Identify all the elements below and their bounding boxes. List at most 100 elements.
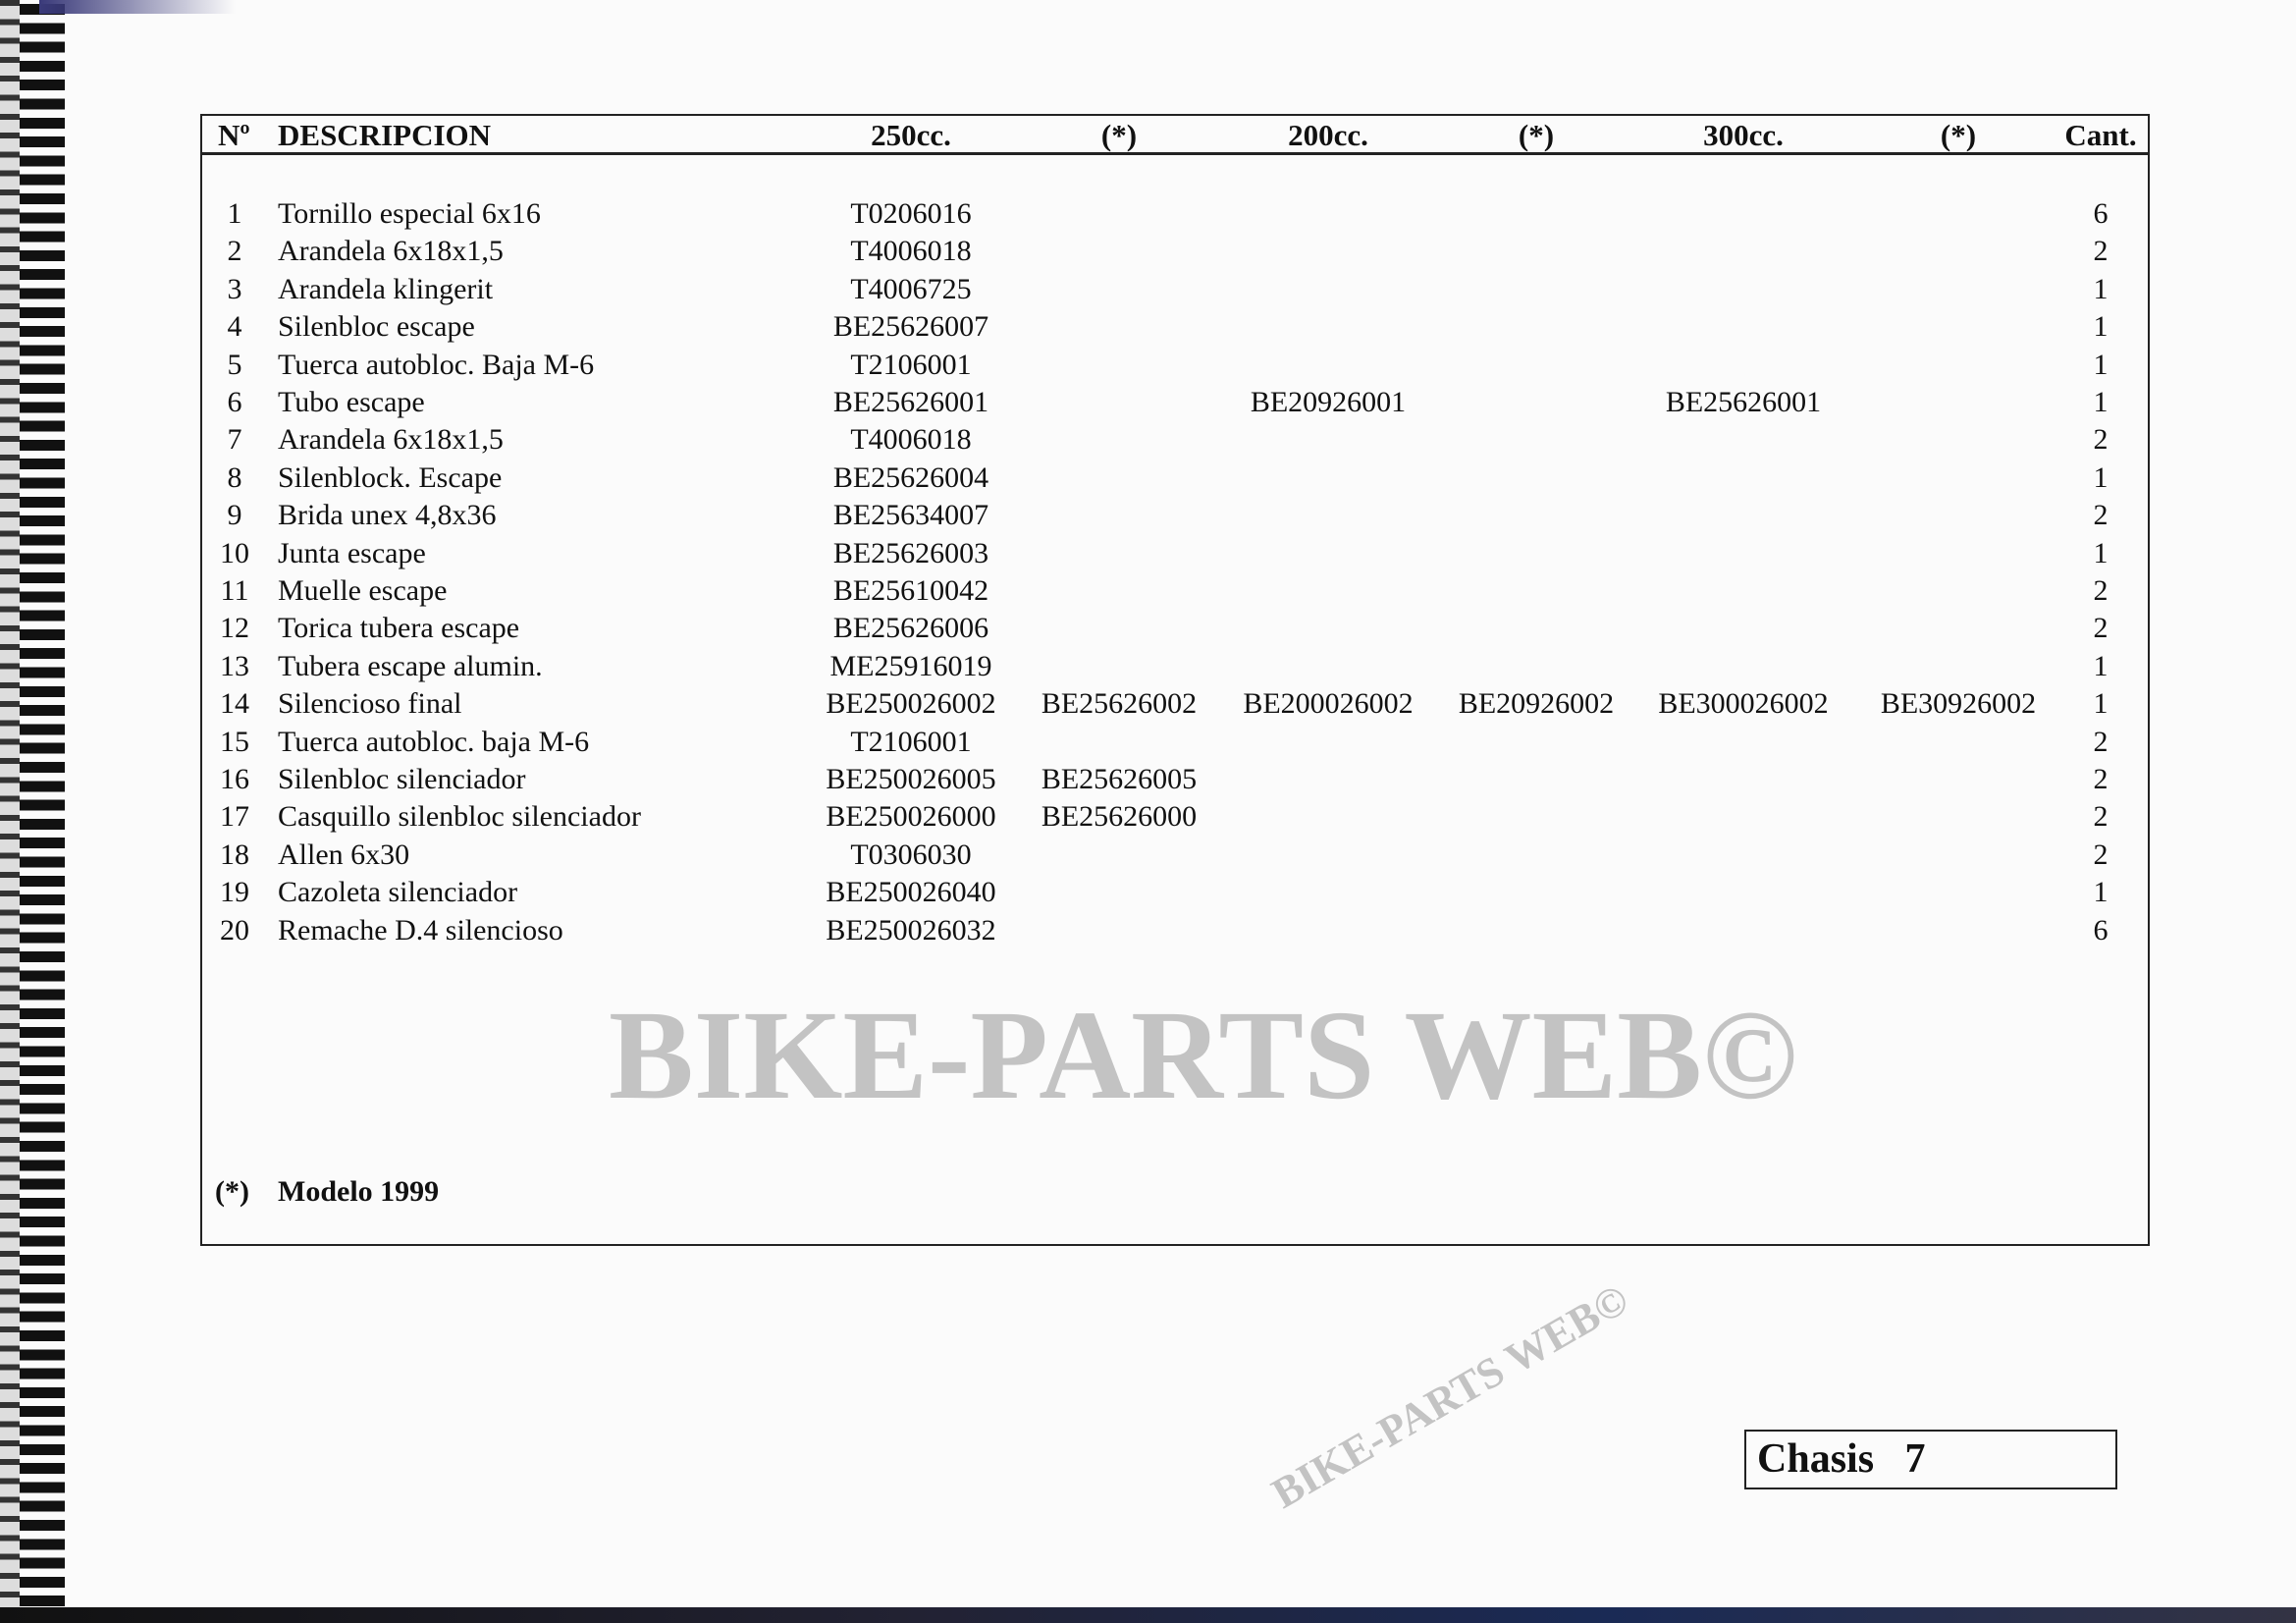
row-quantity: 6 (2093, 197, 2109, 230)
row-description: Remache D.4 silencioso (278, 913, 563, 947)
row-quantity: 1 (2093, 386, 2109, 418)
row-description: Allen 6x30 (278, 838, 410, 871)
part-250cc: BE25626003 (832, 536, 989, 569)
spiral-binding (0, 0, 65, 1623)
header-200cc-1999: (*) (1518, 118, 1555, 152)
part-250cc: BE25610042 (832, 574, 989, 607)
part-200cc: BE20926001 (1250, 386, 1407, 418)
row-number: 2 (227, 235, 242, 268)
row-quantity: 1 (2093, 460, 2109, 494)
row-description: Arandela 6x18x1,5 (278, 423, 504, 457)
row-quantity: 1 (2093, 687, 2109, 721)
row-number: 16 (220, 763, 249, 795)
row-number: 5 (227, 348, 242, 381)
row-quantity: 2 (2093, 423, 2109, 457)
row-quantity: 1 (2093, 348, 2109, 381)
watermark-small: BIKE-PARTS WEB© (1263, 1274, 1636, 1518)
footnote-marker: (*) (215, 1175, 249, 1208)
section-label: Chasis 7 (1757, 1436, 1926, 1482)
section-label-box (1744, 1430, 2117, 1489)
header-300cc: 300cc. (1703, 118, 1784, 152)
header-divider (200, 152, 2150, 155)
row-quantity: 1 (2093, 536, 2109, 569)
part-250cc: ME25916019 (829, 649, 992, 682)
header-num: Nº (218, 118, 250, 152)
part-300cc: BE25626001 (1665, 386, 1822, 418)
part-250cc: BE250026040 (826, 876, 996, 909)
row-description: Tubera escape alumin. (278, 649, 543, 682)
row-quantity: 1 (2093, 272, 2109, 305)
row-quantity: 2 (2093, 235, 2109, 268)
row-description: Silenbloc escape (278, 310, 475, 344)
part-200cc-1999: BE20926002 (1458, 687, 1615, 721)
row-description: Tuerca autobloc. Baja M-6 (278, 348, 595, 381)
row-description: Tuerca autobloc. baja M-6 (278, 725, 590, 758)
part-250cc: BE250026032 (826, 913, 996, 947)
row-quantity: 2 (2093, 612, 2109, 645)
part-250cc: T4006018 (850, 235, 972, 268)
row-description: Tubo escape (278, 386, 425, 418)
part-300cc-1999: BE30926002 (1880, 687, 2037, 721)
row-description: Arandela klingerit (278, 272, 494, 305)
part-250cc: T0306030 (850, 838, 972, 871)
row-description: Silenbloc silenciador (278, 763, 526, 795)
row-number: 7 (227, 423, 242, 457)
part-250cc: BE250026002 (826, 687, 996, 721)
row-description: Casquillo silenbloc silenciador (278, 800, 641, 834)
part-250cc-1999: BE25626002 (1041, 687, 1198, 721)
part-200cc: BE200026002 (1243, 687, 1414, 721)
header-quantity: Cant. (2064, 118, 2137, 152)
row-quantity: 2 (2093, 499, 2109, 532)
row-number: 10 (220, 536, 249, 569)
part-250cc: BE25626004 (832, 460, 989, 494)
row-description: Junta escape (278, 536, 426, 569)
row-quantity: 1 (2093, 310, 2109, 344)
row-number: 18 (220, 838, 249, 871)
row-number: 15 (220, 725, 249, 758)
row-number: 20 (220, 913, 249, 947)
part-250cc: BE250026000 (826, 800, 996, 834)
row-number: 6 (227, 386, 242, 418)
part-250cc: T0206016 (850, 197, 972, 230)
row-description: Arandela 6x18x1,5 (278, 235, 504, 268)
row-number: 1 (227, 197, 242, 230)
row-quantity: 2 (2093, 838, 2109, 871)
header-200cc: 200cc. (1288, 118, 1368, 152)
header-250cc-1999: (*) (1100, 118, 1138, 152)
row-number: 9 (227, 499, 242, 532)
row-quantity: 1 (2093, 876, 2109, 909)
row-number: 3 (227, 272, 242, 305)
row-number: 11 (220, 574, 249, 607)
part-250cc: BE25626006 (832, 612, 989, 645)
row-number: 14 (220, 687, 249, 721)
header-description: DESCRIPCION (278, 118, 492, 152)
row-number: 4 (227, 310, 242, 344)
part-250cc: T2106001 (850, 348, 972, 381)
row-description: Silencioso final (278, 687, 462, 721)
part-300cc: BE300026002 (1658, 687, 1829, 721)
part-250cc-1999: BE25626000 (1041, 800, 1198, 834)
part-250cc: BE25634007 (832, 499, 989, 532)
header-300cc-1999: (*) (1940, 118, 1977, 152)
row-number: 13 (220, 649, 249, 682)
row-number: 19 (220, 876, 249, 909)
row-description: Muelle escape (278, 574, 448, 607)
row-quantity: 2 (2093, 763, 2109, 795)
row-description: Tornillo especial 6x16 (278, 197, 541, 230)
row-description: Silenblock. Escape (278, 460, 503, 494)
scan-edge-shadow (39, 0, 236, 14)
row-quantity: 2 (2093, 725, 2109, 758)
row-number: 17 (220, 800, 249, 834)
row-quantity: 2 (2093, 574, 2109, 607)
part-250cc: BE250026005 (826, 763, 996, 795)
row-quantity: 6 (2093, 913, 2109, 947)
header-250cc: 250cc. (871, 118, 951, 152)
part-250cc: BE25626007 (832, 310, 989, 344)
row-number: 8 (227, 460, 242, 494)
footnote-text: Modelo 1999 (278, 1175, 440, 1208)
row-number: 12 (220, 612, 249, 645)
row-description: Cazoleta silenciador (278, 876, 518, 909)
part-250cc: BE25626001 (832, 386, 989, 418)
part-250cc: T4006018 (850, 423, 972, 457)
part-250cc: T4006725 (850, 272, 972, 305)
